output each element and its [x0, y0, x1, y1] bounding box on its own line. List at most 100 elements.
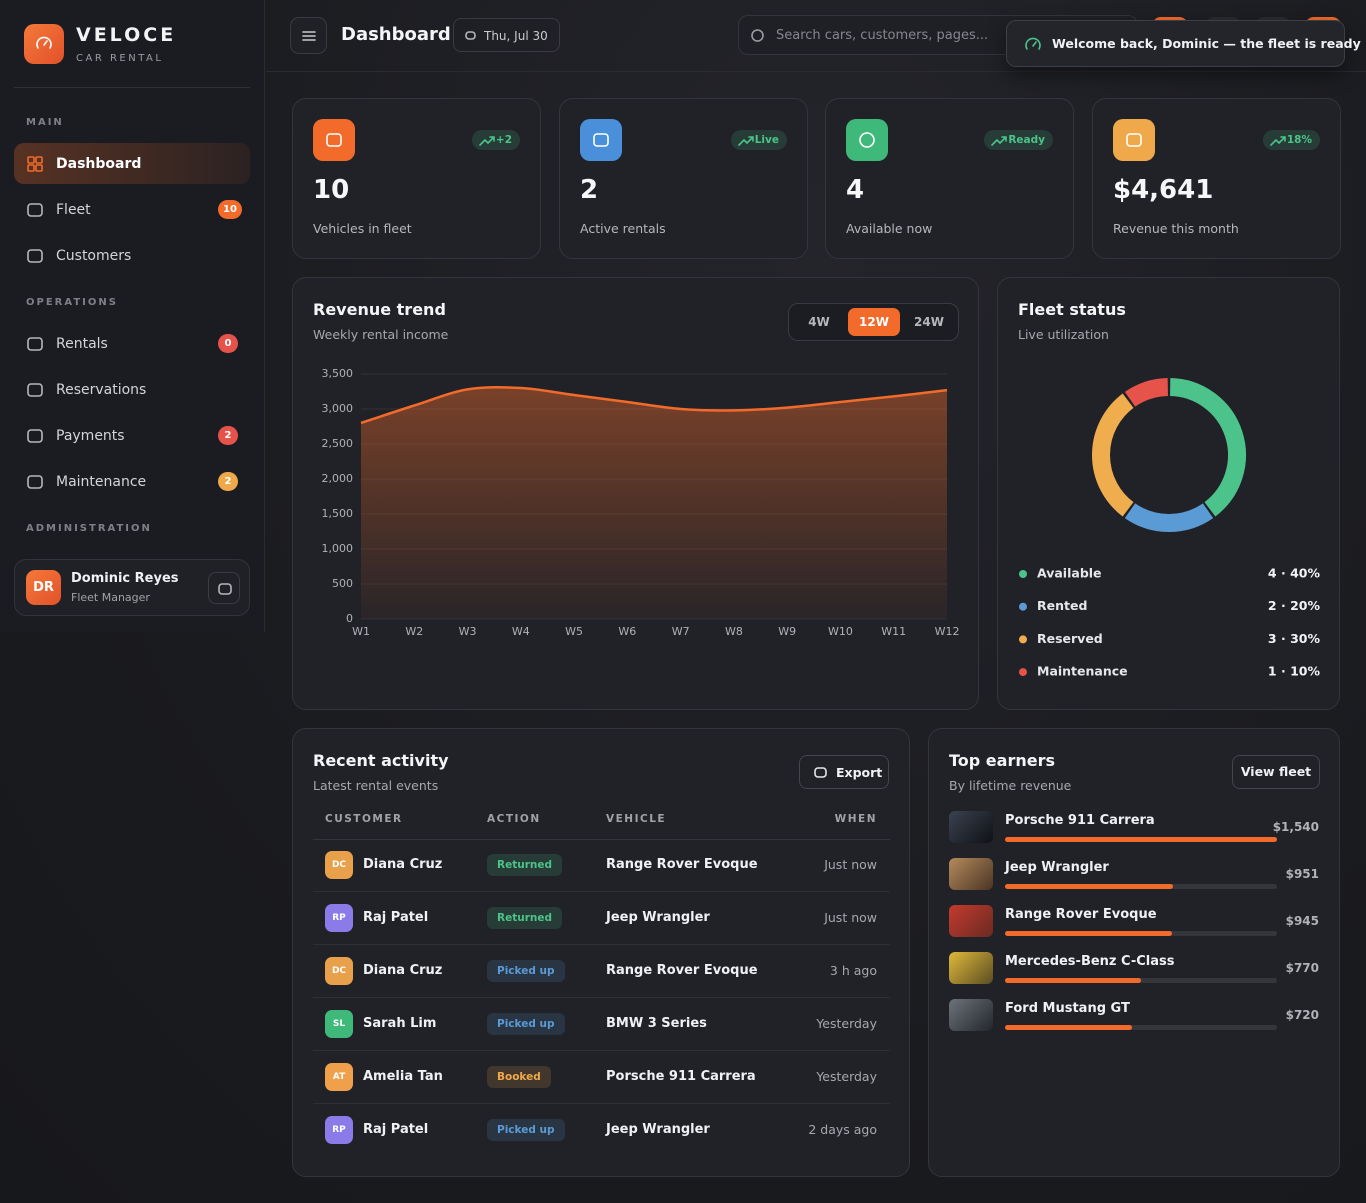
status-badge: Picked up: [487, 1119, 565, 1141]
icon-shape: [27, 337, 43, 351]
bar: [1005, 1025, 1133, 1030]
user-avatar: DR: [26, 570, 61, 605]
avatar: RP: [325, 904, 353, 932]
brand-tagline: CAR RENTAL: [76, 53, 164, 64]
x-tick-label: W3: [459, 625, 477, 638]
sidebar: VELOCE CAR RENTAL MAIN Dashboard Fleet 10 Cust…: [0, 0, 265, 632]
avatar-initials: DC: [331, 860, 347, 870]
legend-value: 1 · 10%: [1268, 664, 1321, 679]
nav-badge-count: 2: [224, 430, 232, 441]
stat-badge: 18%: [1262, 130, 1320, 150]
icon: [465, 31, 476, 40]
icon: [859, 132, 875, 148]
icon-shape: [859, 132, 875, 148]
stat-badge-text: +2: [495, 134, 512, 146]
nav-label: Fleet: [56, 202, 91, 218]
card-title: Fleet status: [1018, 300, 1126, 319]
activity-card: Recent activity Latest rental events Expor…: [292, 728, 910, 1177]
status-badge: Returned: [487, 907, 562, 929]
x-tick-label: W5: [565, 625, 583, 638]
card-subtitle: Live utilization: [1018, 327, 1109, 342]
range-button[interactable]: 12W: [848, 308, 900, 336]
bar-value-label: $951: [1285, 867, 1319, 881]
stat-value: $4,641: [1113, 175, 1214, 205]
range-switch: 4W 12W 24W: [788, 303, 959, 341]
icon-shape: [737, 136, 754, 146]
page-title: Dashboard: [341, 24, 451, 45]
nav-item[interactable]: Fleet 10: [14, 189, 250, 230]
icon: [1270, 136, 1286, 146]
stat-badge-text: Ready: [1008, 134, 1045, 146]
nav-item[interactable]: Dashboard: [14, 143, 250, 184]
card-subtitle: Weekly rental income: [313, 327, 449, 342]
x-tick-label: W10: [828, 625, 853, 638]
range-label: 4W: [808, 315, 830, 329]
avatar: SL: [325, 1010, 353, 1038]
icon: [27, 337, 43, 351]
range-button[interactable]: 24W: [903, 308, 955, 336]
nav-section-title: ADMINISTRATION: [26, 523, 152, 534]
range-button[interactable]: 4W: [793, 308, 845, 336]
status-text: Returned: [497, 912, 552, 924]
donut-segment: [1092, 393, 1134, 517]
icon-shape: [27, 383, 43, 397]
nav-item[interactable]: Customers: [14, 235, 250, 276]
row-divider: [313, 839, 890, 840]
search-placeholder: Search cars, customers, pages...: [776, 28, 989, 43]
nav-label: Reservations: [56, 382, 147, 398]
user-initials: DR: [33, 580, 54, 595]
x-tick-label: W9: [778, 625, 796, 638]
y-tick-label: 3,500: [322, 367, 354, 380]
icon: [1025, 37, 1041, 50]
icon: [27, 249, 43, 263]
status-text: Picked up: [497, 1018, 555, 1030]
row-divider: [313, 997, 890, 998]
bar: [1005, 837, 1277, 842]
event-time: Just now: [824, 857, 877, 872]
export-label: Export: [836, 765, 883, 780]
stat-value: 10: [313, 175, 350, 205]
card-subtitle: By lifetime revenue: [949, 778, 1072, 793]
export-button[interactable]: Export: [799, 755, 889, 789]
nav-badge: 10: [218, 200, 242, 219]
icon: [737, 136, 754, 146]
vehicle-name: Jeep Wrangler: [606, 910, 710, 925]
earners-card: Top earners By lifetime revenue View fleet…: [928, 728, 1340, 1177]
stat-label: Vehicles in fleet: [313, 221, 412, 236]
customer-name: Raj Patel: [363, 1122, 429, 1137]
stat-icon: [1113, 119, 1155, 161]
range-label: 12W: [859, 315, 889, 329]
icon: [27, 429, 43, 443]
logout-button[interactable]: [208, 572, 240, 604]
vehicle-name: Jeep Wrangler: [606, 1122, 710, 1137]
nav-item[interactable]: Rentals 0: [14, 323, 250, 364]
icon: [1126, 133, 1142, 147]
icon: [302, 31, 316, 41]
legend-value: 4 · 40%: [1268, 566, 1321, 581]
nav-item[interactable]: Maintenance 2: [14, 461, 250, 502]
nav-item[interactable]: Reservations: [14, 369, 250, 410]
nav-label: Dashboard: [56, 156, 142, 172]
view-fleet-button[interactable]: View fleet: [1232, 755, 1320, 789]
icon-shape: [218, 583, 232, 595]
status-badge: Returned: [487, 854, 562, 876]
x-tick-label: W8: [725, 625, 743, 638]
event-time: Yesterday: [816, 1016, 877, 1031]
bar: [1005, 884, 1173, 889]
icon: [326, 133, 342, 147]
revenue-card: Revenue trend Weekly rental income 4W 12W 24…: [292, 277, 979, 710]
donut: Available 4 · 40% Rented 2 · 20% Reserved 3 ·…: [1019, 378, 1321, 679]
user-role: Fleet Manager: [71, 591, 150, 604]
customer-name: Raj Patel: [363, 910, 429, 925]
legend-value: 2 · 20%: [1268, 598, 1321, 613]
nav-badge: 0: [218, 334, 238, 353]
avatar: DC: [325, 957, 353, 985]
icon: [814, 767, 827, 778]
row-divider: [313, 1050, 890, 1051]
icon-shape: [1025, 37, 1041, 50]
card-title: Recent activity: [313, 751, 449, 770]
stat-icon: [580, 119, 622, 161]
menu-button[interactable]: [290, 17, 327, 54]
nav-item[interactable]: Payments 2: [14, 415, 250, 456]
vehicle-name: Range Rover Evoque: [606, 857, 758, 872]
